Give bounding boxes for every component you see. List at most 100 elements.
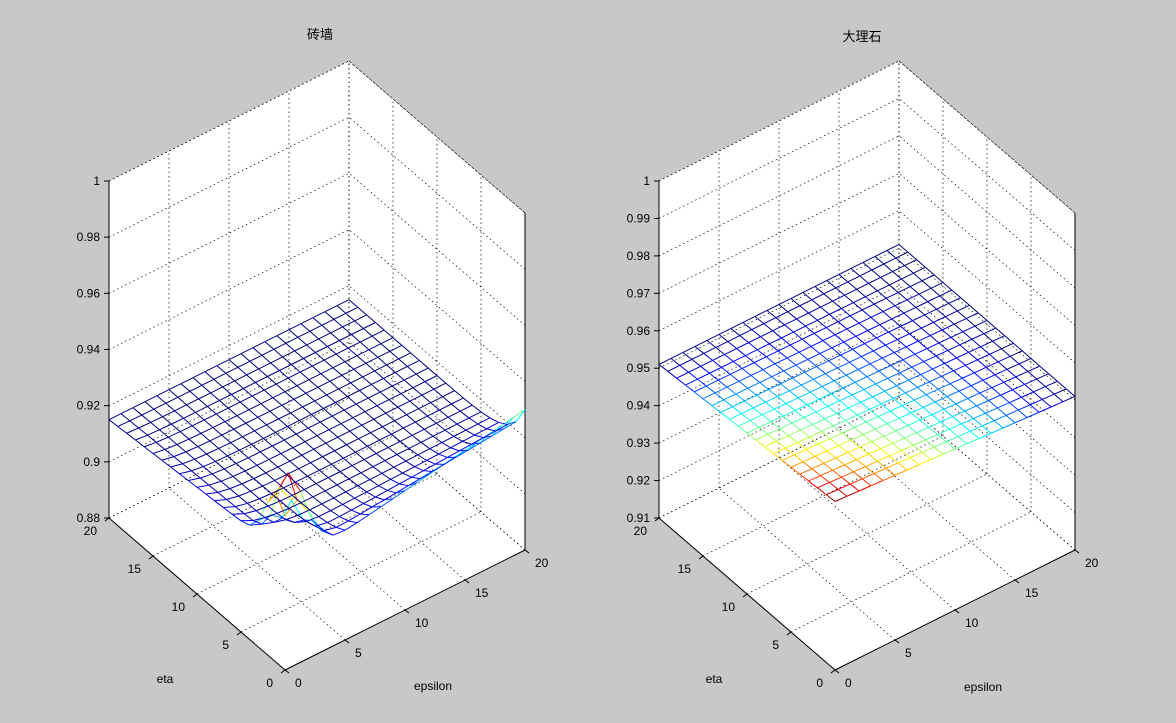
mesh-segment (433, 382, 447, 390)
mesh-segment (356, 355, 367, 364)
mesh-segment (1033, 386, 1046, 393)
mesh-segment (279, 494, 293, 502)
grid-line (108, 116, 526, 270)
mesh-segment (929, 381, 939, 390)
mesh-segment (811, 293, 825, 301)
mesh-segment (787, 311, 797, 320)
mesh-segment (837, 483, 851, 490)
mesh-segment (705, 385, 716, 394)
mesh-segment (733, 355, 746, 362)
mesh-segment (793, 448, 807, 456)
mesh-segment (336, 478, 350, 486)
mesh-segment (215, 455, 228, 462)
mesh-segment (774, 357, 788, 365)
mesh-segment (905, 386, 918, 394)
mesh-segment (407, 478, 421, 487)
mesh-segment (308, 373, 322, 381)
mesh-segment (391, 379, 405, 387)
mesh-segment (192, 371, 206, 379)
mesh-segment (196, 486, 207, 495)
mesh-segment (945, 436, 959, 443)
mesh-segment (832, 464, 845, 471)
mesh-segment (886, 244, 900, 251)
mesh-segment (862, 262, 873, 271)
mesh-segment (989, 348, 1002, 355)
mesh-segment (930, 287, 941, 297)
mesh-segment (349, 424, 363, 432)
mesh-segment (387, 447, 398, 455)
mesh-segment (197, 440, 211, 447)
mesh-segment (182, 463, 192, 472)
mesh-segment (250, 485, 263, 492)
mesh-segment (988, 394, 1001, 401)
mesh-segment (200, 432, 211, 442)
mesh-segment (955, 398, 969, 405)
mesh-segment (871, 435, 885, 443)
mesh-segment (488, 425, 502, 435)
mesh-segment (252, 347, 263, 356)
mesh-segment (949, 383, 960, 392)
mesh-segment (861, 473, 875, 480)
mesh-segment (382, 426, 392, 435)
mesh-segment (323, 353, 337, 361)
mesh-segment (742, 316, 756, 323)
mesh-segment (339, 340, 349, 349)
mesh-segment (161, 459, 171, 468)
mesh-segment (883, 430, 897, 437)
mesh-segment (682, 352, 693, 360)
mesh-segment (503, 417, 514, 430)
mesh-segment (964, 410, 974, 419)
mesh-segment (261, 354, 271, 364)
mesh-segment (938, 342, 949, 351)
mesh-segment (735, 393, 745, 402)
mesh-segment (275, 432, 285, 441)
mesh-segment (773, 447, 786, 454)
mesh-segment (866, 376, 877, 385)
mesh-segment (727, 341, 737, 349)
mesh-segment (262, 485, 272, 494)
mesh-segment (1014, 417, 1028, 424)
mesh-segment (363, 322, 376, 329)
mesh-segment (108, 413, 122, 421)
mesh-segment (789, 384, 802, 392)
mesh-segment (376, 405, 387, 414)
mesh-segment (132, 401, 146, 409)
mesh-segment (135, 439, 145, 448)
mesh-segment (702, 398, 713, 406)
mesh-segment (314, 400, 324, 409)
mesh-segment (841, 308, 851, 317)
grid-line (658, 172, 1076, 326)
mesh-segment (868, 277, 881, 284)
mesh-segment (823, 457, 837, 464)
mesh-segment (848, 401, 861, 409)
mesh-segment (897, 292, 908, 301)
mesh-segment (918, 287, 932, 295)
mesh-segment (974, 320, 988, 327)
mesh-segment (253, 472, 267, 479)
mesh-segment (921, 451, 932, 460)
mesh-segment (338, 388, 348, 397)
mesh-segment (921, 280, 932, 289)
mesh-segment (228, 353, 242, 361)
mesh-segment (897, 339, 907, 348)
mesh-segment (969, 425, 983, 432)
mesh-segment (355, 397, 369, 405)
mesh-segment (848, 407, 858, 416)
mesh-segment (385, 406, 399, 414)
mesh-segment (1001, 348, 1011, 357)
mesh-segment (776, 435, 789, 442)
mesh-segment (471, 442, 481, 445)
mesh-segment (439, 409, 449, 418)
mesh-segment (813, 378, 823, 387)
mesh-segment (1026, 411, 1040, 418)
mesh-segment (459, 443, 472, 452)
mesh-segment (277, 466, 287, 475)
mesh-segment (787, 305, 801, 313)
mesh-segment (198, 398, 208, 407)
x-axis-label: epsilon (964, 680, 1002, 694)
mesh-segment (284, 391, 295, 400)
mesh-segment (841, 476, 851, 485)
mesh-segment (243, 388, 253, 397)
mesh-segment (231, 394, 241, 403)
